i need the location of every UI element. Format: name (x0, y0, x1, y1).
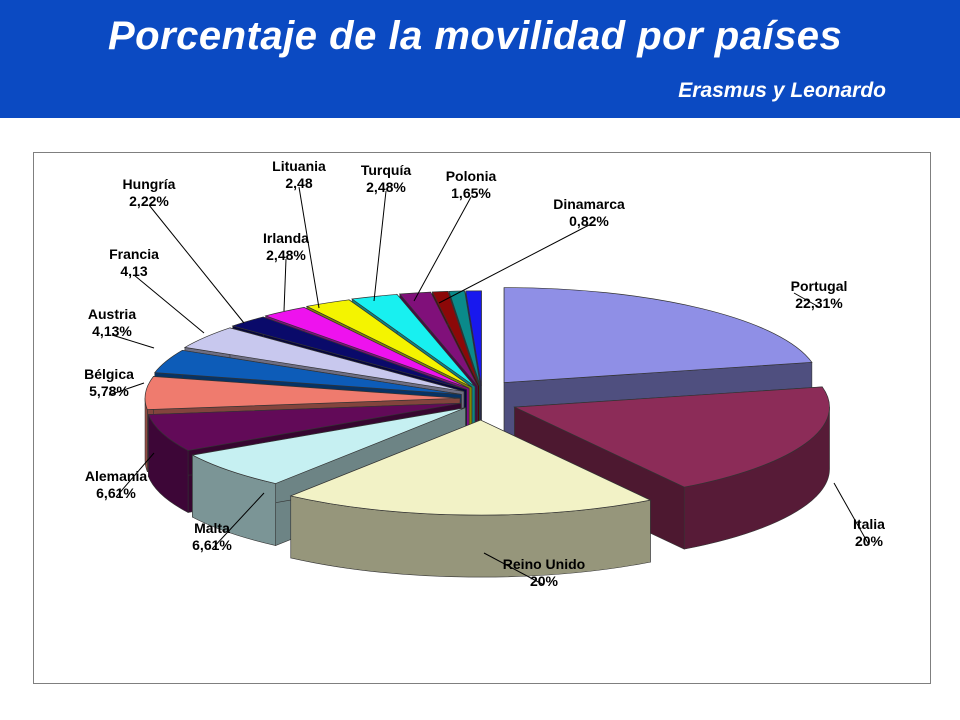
label-value-malta: 6,61% (192, 537, 232, 553)
label-value-hungria: 2,22% (129, 193, 169, 209)
slice-top-dinamarca (431, 291, 480, 387)
leader-portugal (793, 292, 820, 308)
label-value-alemania: 6,61% (96, 485, 136, 501)
label-name-turquia: Turquía (361, 162, 412, 178)
label-value-italia: 20% (855, 533, 884, 549)
slice-top-irlanda (264, 307, 470, 389)
label-value-dinamarca: 0,82% (569, 213, 609, 229)
leader-belgica (108, 382, 145, 396)
label-name-portugal: Portugal (791, 278, 848, 294)
label-name-irlanda: Irlanda (263, 230, 309, 246)
leader-reino-unido (483, 552, 545, 586)
header-banner: Porcentaje de la movilidad por países Er… (0, 0, 960, 118)
label-value-austria: 4,13% (92, 323, 132, 339)
slice-top-austria (154, 349, 462, 395)
leader-hungria (148, 204, 245, 324)
leader-alemania (115, 452, 155, 498)
label-name-francia: Francia (109, 246, 159, 262)
label-value-belgica: 5,78% (89, 383, 129, 399)
leader-polonia (413, 196, 472, 302)
slice-top-unnamed (465, 290, 482, 386)
leader-malta (211, 492, 265, 550)
label-value-polonia: 1,65% (451, 185, 491, 201)
leader-austria (111, 334, 155, 349)
leader-francia (133, 274, 205, 334)
label-value-francia: 4,13 (120, 263, 147, 279)
slice-top-francia (183, 327, 465, 392)
label-value-turquia: 2,48% (366, 179, 406, 195)
leader-lines (108, 186, 870, 586)
label-name-alemania: Alemania (85, 468, 147, 484)
page-subtitle: Erasmus y Leonardo (678, 79, 886, 102)
slice-top-polonia (399, 291, 478, 387)
leader-dinamarca (438, 224, 590, 304)
label-value-reino-unido: 20% (530, 573, 559, 589)
label-name-dinamarca: Dinamarca (553, 196, 625, 212)
label-name-austria: Austria (88, 306, 136, 322)
slice-top-lituania (305, 299, 473, 388)
label-name-italia: Italia (853, 516, 885, 532)
label-value-portugal: 22,31% (795, 295, 843, 311)
page-title: Porcentaje de la movilidad por países (108, 14, 843, 58)
leader-italia (833, 482, 870, 546)
label-value-lituania: 2,48 (285, 175, 312, 191)
slice-top-malta (191, 407, 466, 484)
slice-top-belgica (144, 376, 461, 411)
leader-irlanda (283, 258, 287, 312)
pie-tops (144, 287, 830, 516)
slice-top-italia (513, 386, 830, 488)
chart-frame: Portugal 22,31% Italia 20% Reino Unido 20% Mal… (33, 152, 931, 684)
label-name-polonia: Polonia (446, 168, 497, 184)
label-name-belgica: Bélgica (84, 366, 134, 382)
label-name-lituania: Lituania (272, 158, 326, 174)
slice-top-portugal (503, 287, 813, 383)
label-name-hungria: Hungría (123, 176, 176, 192)
label-name-malta: Malta (194, 520, 230, 536)
slice-top-hungria (231, 316, 467, 390)
slice-top-unnamed (448, 290, 481, 386)
label-name-reino-unido: Reino Unido (503, 556, 585, 572)
slice-top-reino-unido (289, 419, 652, 516)
leader-turquia (373, 190, 387, 302)
leader-lituania (298, 186, 320, 309)
label-value-irlanda: 2,48% (266, 247, 306, 263)
slice-top-alemania (147, 402, 462, 451)
